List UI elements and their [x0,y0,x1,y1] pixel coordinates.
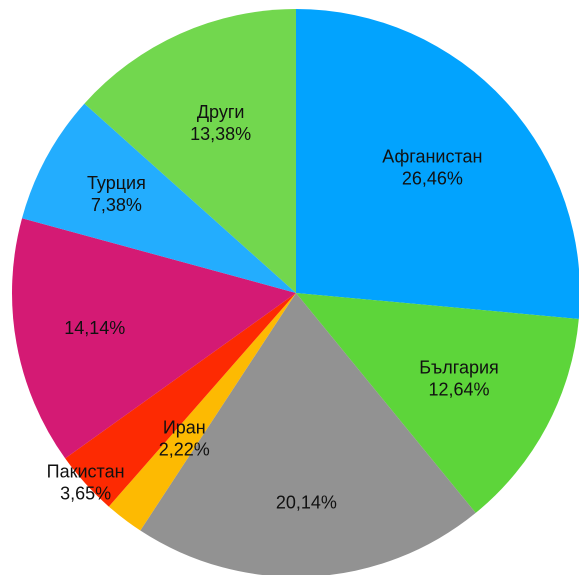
pie-slice [296,293,579,513]
slice-label: Други [197,102,245,122]
slice-label: Турция [87,173,146,193]
slice-value: 12,64% [428,379,489,399]
pie-slice [84,9,296,293]
slice-value: 2,22% [159,440,210,460]
pie-slice [296,9,579,319]
slice-value: 26,46% [402,168,463,188]
slice-label: Пакистан [47,462,125,482]
pie-slice [140,293,476,575]
slice-value: 20,14% [276,492,337,512]
slice-value: 3,65% [60,484,111,504]
pie-slice [22,103,297,293]
slice-value: 14,14% [64,318,125,338]
slice-label: България [419,357,499,377]
pie-slice [65,293,297,507]
pie-slice [11,218,297,459]
slice-label: Афганистан [382,146,482,166]
slice-label: Иран [163,418,206,438]
slice-value: 7,38% [91,195,142,215]
slice-value: 13,38% [190,124,251,144]
pie-slice [108,293,297,531]
